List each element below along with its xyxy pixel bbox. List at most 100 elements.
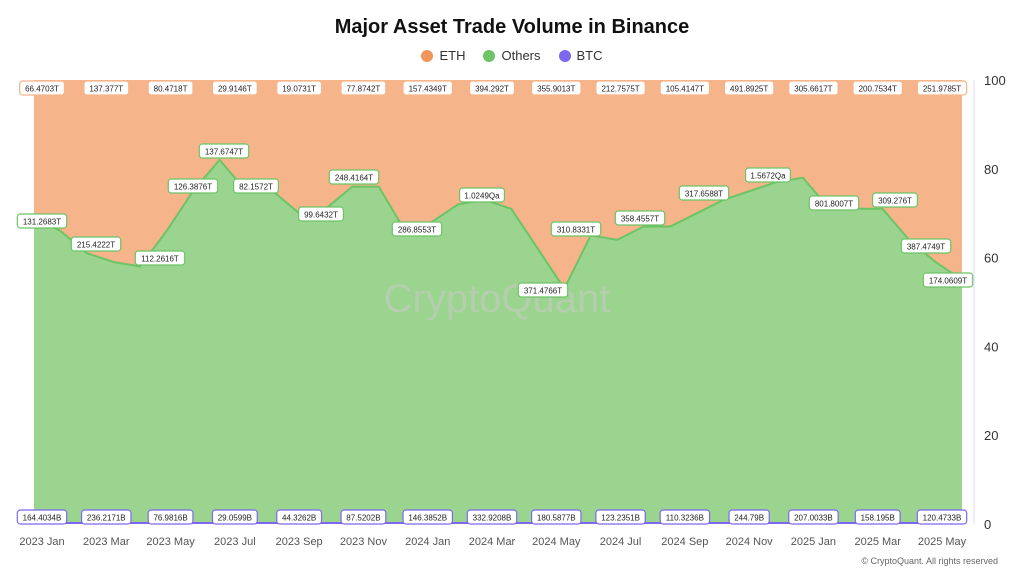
x-tick-label: 2023 Nov xyxy=(340,536,388,548)
btc-data-label: 158.195B xyxy=(861,513,895,522)
btc-data-label: 110.3236B xyxy=(666,513,704,522)
others-data-label-box xyxy=(233,178,280,194)
x-tick-label: 2025 Mar xyxy=(854,536,901,548)
x-tick-label: 2024 Nov xyxy=(726,536,774,548)
others-data-label: 309.276T xyxy=(878,196,912,205)
btc-data-label: 244.79B xyxy=(734,513,764,522)
btc-data-label: 236.2171B xyxy=(87,513,126,522)
legend-others-marker xyxy=(483,49,496,62)
btc-data-label-box xyxy=(916,509,968,525)
eth-data-label: 77.8742T xyxy=(347,84,381,93)
x-tick-label: 2024 Jul xyxy=(600,536,642,548)
btc-data-label: 120.4733B xyxy=(923,513,962,522)
eth-data-label-box xyxy=(147,80,194,96)
eth-data-label: 200.7534T xyxy=(859,84,897,93)
y-tick-label: 60 xyxy=(984,251,998,266)
legend-others-label: Others xyxy=(501,48,541,63)
y-tick-label: 80 xyxy=(984,162,998,177)
legend-item-eth[interactable]: ETH xyxy=(421,48,465,63)
x-tick-label: 2025 May xyxy=(918,536,967,548)
others-data-label-box xyxy=(678,185,730,201)
chart-title: Major Asset Trade Volume in Binance xyxy=(334,16,690,38)
others-data-label: 215.4222T xyxy=(77,240,115,249)
y-tick-label: 0 xyxy=(984,517,991,532)
others-data-label-box xyxy=(900,238,952,254)
others-data-label-box xyxy=(298,206,345,222)
btc-data-label: 87.5202B xyxy=(346,513,380,522)
eth-data-label-box xyxy=(916,80,968,96)
eth-data-label-box xyxy=(402,80,454,96)
x-tick-label: 2023 Jan xyxy=(19,536,64,548)
btc-data-label-box xyxy=(659,509,711,525)
legend-btc-marker xyxy=(558,49,571,62)
legend-item-others[interactable]: Others xyxy=(483,48,541,63)
btc-data-label: 146.3852B xyxy=(408,513,447,522)
others-data-label: 310.8331T xyxy=(557,225,595,234)
others-data-label: 137.6747T xyxy=(205,147,243,156)
others-data-label: 1.5672Qa xyxy=(750,171,786,180)
btc-data-label-box xyxy=(16,509,68,525)
others-data-label: 131.2683T xyxy=(23,217,61,226)
eth-data-label-box xyxy=(595,80,646,96)
others-data-label: 387.4749T xyxy=(907,242,945,251)
eth-data-label: 29.9146T xyxy=(218,84,252,93)
btc-data-label: 76.9816B xyxy=(153,513,187,522)
btc-data-label: 207.0033B xyxy=(794,513,833,522)
eth-data-label: 137.377T xyxy=(89,84,123,93)
btc-data-label-box xyxy=(728,509,770,525)
btc-data-label-box xyxy=(147,509,194,525)
eth-data-label: 305.6617T xyxy=(794,84,832,93)
btc-data-label: 29.0599B xyxy=(218,513,252,522)
x-tick-label: 2024 Sep xyxy=(661,536,708,548)
btc-data-label-box xyxy=(788,509,839,525)
eth-data-label-box xyxy=(211,80,258,96)
y-tick-label: 100 xyxy=(984,73,1006,88)
x-tick-label: 2024 May xyxy=(532,536,581,548)
others-data-label: 112.2616T xyxy=(141,254,179,263)
eth-data-label-box xyxy=(340,80,387,96)
eth-data-label: 394.292T xyxy=(475,84,509,93)
legend-eth-label: ETH xyxy=(439,48,466,63)
others-data-label-box xyxy=(391,221,443,237)
others-data-label: 1.0249Qa xyxy=(464,191,500,200)
btc-data-label-box xyxy=(402,509,454,525)
eth-data-label-box xyxy=(788,80,839,96)
others-data-label: 286.8553T xyxy=(398,225,436,234)
others-data-label-box xyxy=(922,272,974,288)
x-tick-label: 2023 Mar xyxy=(83,536,130,548)
eth-data-label: 212.7575T xyxy=(601,84,639,93)
x-tick-label: 2024 Jan xyxy=(405,536,450,548)
y-tick-label: 20 xyxy=(984,428,998,443)
legend-item-btc[interactable]: BTC xyxy=(558,48,603,63)
btc-data-label-box xyxy=(340,509,387,525)
eth-data-label: 66.4703T xyxy=(25,84,59,93)
watermark: CryptoQuant xyxy=(384,277,611,321)
btc-data-label-box xyxy=(595,509,646,525)
legend-eth-marker xyxy=(421,49,434,62)
x-tick-label: 2023 May xyxy=(146,536,195,548)
eth-data-label-box xyxy=(852,80,904,96)
eth-data-label-box xyxy=(530,80,582,96)
y-tick-label: 40 xyxy=(984,339,998,354)
eth-data-label: 105.4147T xyxy=(666,84,704,93)
others-data-label-box xyxy=(517,282,569,298)
eth-data-label-box xyxy=(469,80,516,96)
btc-data-label: 180.5877B xyxy=(537,513,576,522)
btc-data-label-box xyxy=(466,509,518,525)
others-data-label-box xyxy=(808,195,860,211)
btc-data-label-box xyxy=(854,509,901,525)
others-data-label: 99.6432T xyxy=(304,210,338,219)
others-data-label-box xyxy=(459,187,506,203)
others-data-label: 358.4557T xyxy=(621,214,659,223)
others-data-label-box xyxy=(550,221,602,237)
btc-data-label: 332.9208B xyxy=(473,513,512,522)
x-tick-label: 2024 Mar xyxy=(469,536,516,548)
btc-data-label-box xyxy=(211,509,258,525)
others-data-label: 317.6588T xyxy=(685,189,723,198)
x-tick-label: 2023 Jul xyxy=(214,536,256,548)
btc-data-label-box xyxy=(80,509,132,525)
btc-data-label: 44.3262B xyxy=(282,513,316,522)
eth-data-label: 491.8925T xyxy=(730,84,768,93)
others-data-label-box xyxy=(871,192,918,208)
